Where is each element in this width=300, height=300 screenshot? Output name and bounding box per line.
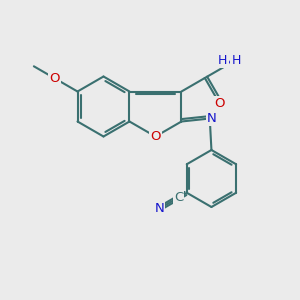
- Text: H: H: [231, 54, 241, 67]
- Text: O: O: [50, 72, 60, 85]
- Text: N: N: [154, 202, 164, 215]
- Text: H: H: [218, 54, 228, 67]
- Text: N: N: [207, 112, 217, 125]
- Text: O: O: [150, 130, 161, 143]
- Text: C: C: [174, 191, 183, 204]
- Text: O: O: [214, 98, 225, 110]
- Text: N: N: [225, 57, 234, 70]
